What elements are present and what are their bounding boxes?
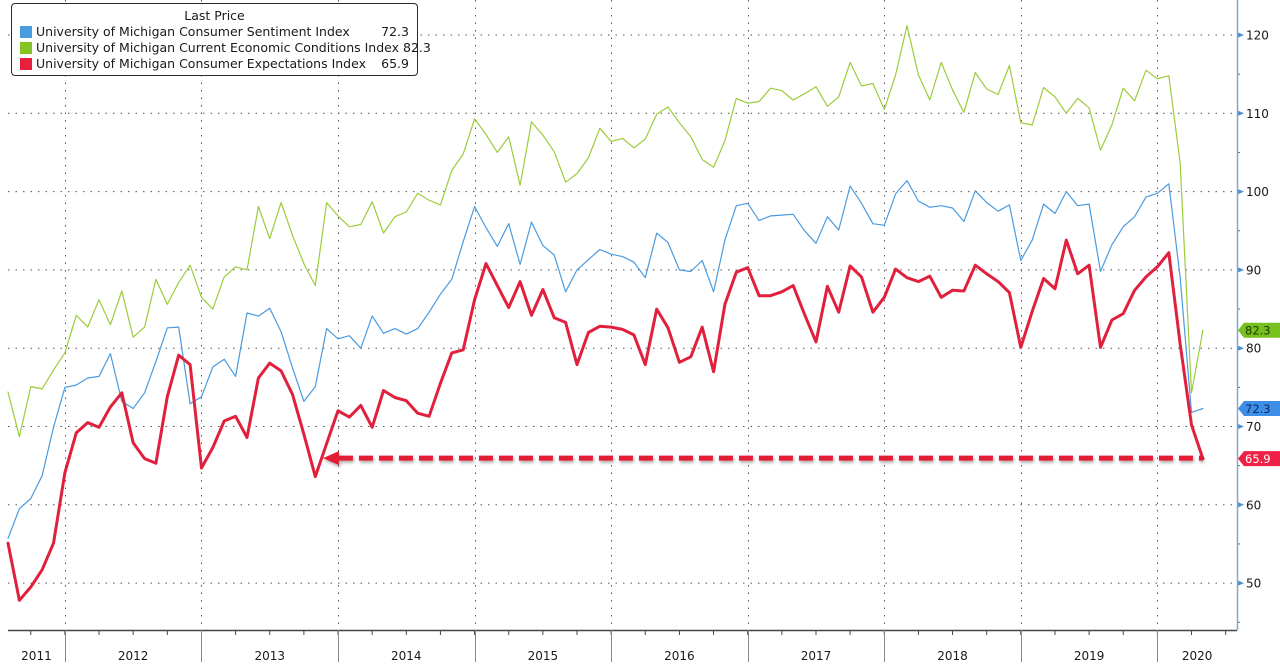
y-tick-label: 120 — [1246, 29, 1269, 43]
x-year-label: 2019 — [1074, 649, 1105, 663]
annotations — [322, 451, 1203, 466]
y-tick-label: 80 — [1246, 342, 1261, 356]
last-value-text: 82.3 — [1245, 324, 1271, 338]
series-lines — [6, 25, 1205, 602]
y-tick-label: 90 — [1246, 263, 1261, 277]
y-tick-label: 70 — [1246, 420, 1261, 434]
x-year-label: 2014 — [391, 649, 422, 663]
y-tick-marker — [1237, 110, 1244, 117]
last-value-badge — [1238, 322, 1280, 338]
series-line-expectations — [6, 238, 1205, 602]
legend: Last Price University of Michigan Consum… — [11, 3, 431, 76]
legend-swatch-current-conditions — [20, 42, 32, 54]
legend-value: 82.3 — [403, 40, 431, 55]
x-year-label: 2020 — [1182, 649, 1213, 663]
legend-item-expectations: University of Michigan Consumer Expectat… — [20, 56, 409, 72]
last-value-label-current-conditions: 82.3 — [1238, 322, 1280, 338]
y-tick-label: 60 — [1246, 498, 1261, 512]
legend-item-sentiment: University of Michigan Consumer Sentimen… — [20, 24, 409, 40]
x-year-label: 2018 — [937, 649, 968, 663]
series-line-sentiment — [7, 180, 1204, 540]
x-year-label: 2015 — [528, 649, 559, 663]
y-tick-marker — [1237, 580, 1244, 587]
legend-label: University of Michigan Current Economic … — [36, 40, 400, 55]
last-value-badge — [1238, 400, 1280, 416]
y-tick-marker — [1237, 188, 1244, 195]
legend-item-current-conditions: University of Michigan Current Economic … — [20, 40, 431, 56]
legend-swatch-sentiment — [20, 26, 32, 38]
legend-swatch-expectations — [20, 58, 32, 70]
last-value-text: 72.3 — [1245, 402, 1271, 416]
last-value-label-sentiment: 72.3 — [1238, 400, 1280, 416]
legend-label: University of Michigan Consumer Expectat… — [36, 56, 366, 71]
gridlines — [8, 0, 1235, 630]
series-line-current-conditions — [7, 25, 1204, 438]
dashed-arrow — [322, 451, 1203, 466]
last-value-labels: 72.3 82.3 65.9 — [1238, 322, 1280, 467]
y-tick-marker — [1237, 266, 1244, 273]
x-year-label: 2012 — [118, 649, 149, 663]
x-year-label: 2011 — [21, 649, 52, 663]
legend-value: 65.9 — [381, 56, 409, 71]
dashed-arrow-head — [322, 451, 339, 466]
last-value-text: 65.9 — [1245, 452, 1271, 466]
x-year-label: 2013 — [254, 649, 285, 663]
legend-label: University of Michigan Consumer Sentimen… — [36, 24, 350, 39]
last-value-badge — [1238, 451, 1280, 467]
axes: 50 60 70 80 90 100 110 120 2011 2012 2013 2014 2015 2… — [8, 0, 1269, 663]
x-year-label: 2017 — [801, 649, 832, 663]
x-year-label: 2016 — [664, 649, 695, 663]
y-tick-marker — [1237, 345, 1244, 352]
y-tick-marker — [1237, 32, 1244, 38]
y-tick-marker — [1237, 423, 1244, 430]
legend-title: Last Price — [184, 8, 245, 23]
y-tick-label: 50 — [1246, 577, 1261, 591]
y-tick-marker — [1237, 501, 1244, 508]
legend-value: 72.3 — [381, 24, 409, 39]
y-tick-label: 100 — [1246, 185, 1269, 199]
last-value-label-expectations: 65.9 — [1238, 451, 1280, 467]
y-tick-label: 110 — [1246, 107, 1269, 121]
